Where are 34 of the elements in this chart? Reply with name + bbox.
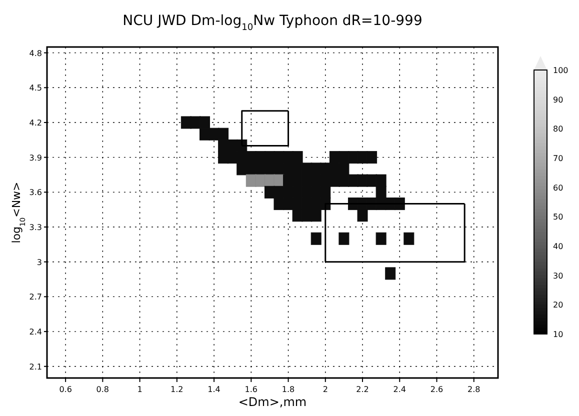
y-tick-label: 4.2 bbox=[29, 118, 42, 128]
color-bar-label: 80 bbox=[553, 124, 564, 134]
color-bar-label: 30 bbox=[553, 271, 564, 280]
y-tick-label: 2.4 bbox=[29, 328, 42, 337]
y-tick-label: 3.6 bbox=[29, 188, 42, 198]
color-bar-label: 90 bbox=[553, 95, 564, 104]
x-tick-label: 0.8 bbox=[96, 385, 110, 394]
color-bar-label: 10 bbox=[553, 330, 564, 339]
x-tick-label: 2.4 bbox=[393, 385, 406, 394]
y-tick-label: 2.7 bbox=[29, 292, 42, 302]
color-bar-label: 50 bbox=[553, 212, 564, 222]
x-tick-label: 2.8 bbox=[468, 385, 480, 394]
color-bar-label: 100 bbox=[553, 66, 568, 75]
chart-title: NCU JWD Dm-log$_{10}$Nw Typhoon dR=10-999 bbox=[122, 13, 422, 33]
y-tick-label: 4.8 bbox=[29, 48, 42, 58]
y-tick-label: 3.3 bbox=[29, 223, 42, 232]
x-axis-title: <Dm>,mm bbox=[238, 395, 307, 409]
color-bar-label: 60 bbox=[553, 183, 564, 192]
y-tick-label: 3.9 bbox=[29, 153, 42, 162]
x-tick-label: 1 bbox=[137, 385, 142, 394]
x-tick-label: 2 bbox=[322, 385, 328, 394]
x-tick-label: 1.2 bbox=[170, 385, 184, 394]
y-tick-label: 3 bbox=[36, 258, 42, 267]
y-tick-label: 2.1 bbox=[29, 362, 42, 372]
color-bar-label: 40 bbox=[553, 242, 564, 251]
x-tick-label: 1.6 bbox=[244, 385, 258, 394]
color-bar-label: 70 bbox=[553, 154, 564, 163]
color-bar-label: 20 bbox=[553, 300, 564, 310]
x-tick-label: 1.8 bbox=[282, 385, 295, 394]
x-tick-label: 1.4 bbox=[208, 385, 220, 394]
x-tick-label: 2.6 bbox=[430, 385, 444, 394]
x-tick-label: 2.2 bbox=[356, 385, 369, 394]
x-tick-label: 0.6 bbox=[59, 385, 72, 394]
y-tick-label: 4.5 bbox=[29, 84, 42, 93]
